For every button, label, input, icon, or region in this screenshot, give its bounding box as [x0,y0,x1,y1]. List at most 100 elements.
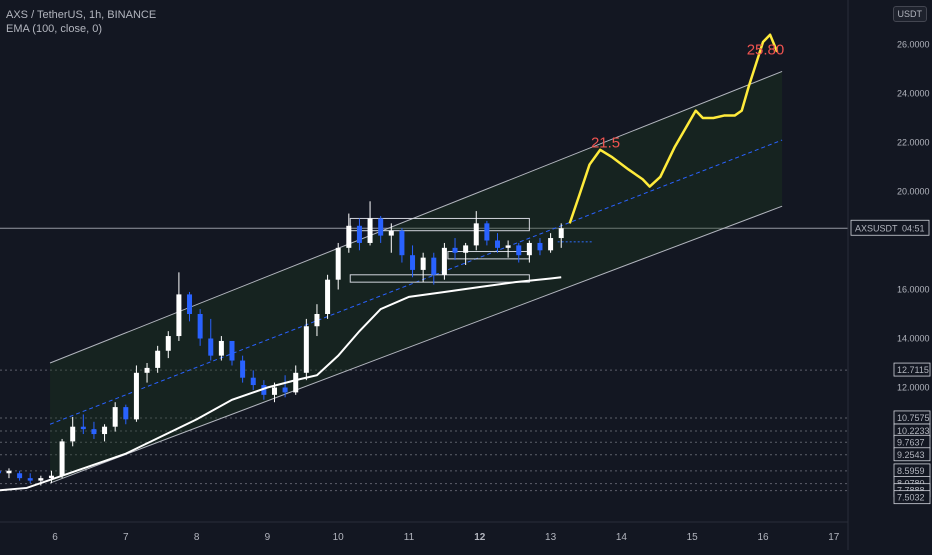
candle-body [526,242,532,256]
time-tick-label: 16 [757,532,769,543]
range-box [349,274,530,283]
candle-body [420,257,426,270]
price-tick-label: 24.0000 [897,89,930,99]
candle-body [378,218,384,236]
candle-body [303,326,309,373]
level-tag-label: 12.7115 [897,365,929,375]
candle-body [17,473,23,479]
candle-body [325,279,331,314]
candle-body [70,426,76,442]
time-tick-label: 17 [828,532,840,543]
horizontal-levels [0,227,848,492]
candle-body [399,230,405,256]
candle-body [91,429,97,435]
candle-body [38,478,44,481]
range-boxes[interactable] [349,217,530,283]
candle-body [410,255,416,270]
time-tick-label: 7 [123,532,129,543]
price-tick-label: 20.0000 [897,187,930,197]
candle-body [176,294,182,337]
candle-body [505,245,511,248]
candle-body [208,338,214,356]
candle-body [112,407,118,427]
annotations: 21.5 25.80 [591,41,784,151]
candle-body [240,360,246,378]
candle-body [441,247,447,275]
candle-body [6,470,12,474]
level-tag-label: 8.5959 [897,466,925,476]
channel-fill [50,71,783,484]
time-tick-label: 11 [404,532,415,543]
price-axis[interactable]: 26.0000 24.0000 22.0000 20.0000 16.0000 14.00… [847,0,932,550]
price-tag-symbol: AXSUSDT [855,223,898,233]
channel-upper-line [49,70,783,364]
candle-body [558,228,564,239]
currency-badge[interactable]: USDT [892,6,927,22]
price-tick-label: 12.0000 [897,383,930,393]
candle-body [314,314,320,327]
level-tag-box [893,447,931,462]
candle-body [282,387,288,393]
price-tag-countdown: 04:51 [902,223,925,233]
candle-body [144,367,150,373]
candle-body [537,242,543,251]
level-tag-label: 9.2543 [897,450,925,460]
candle-body [293,372,299,393]
candle-body [516,245,522,256]
time-tick-label: 12 [474,532,486,543]
price-tick-label: 26.0000 [897,40,930,50]
indicator-label[interactable]: EMA (100, close, 0) [6,23,102,35]
candle-body [346,225,352,248]
time-tick-label: 6 [52,532,58,543]
level-tag-label: 10.7575 [897,413,930,423]
candle-body [463,245,469,253]
candle-body [367,218,373,243]
price-annotation: 21.5 [591,134,620,151]
candle-body [271,387,277,395]
ema-path [0,276,562,492]
level-tag-label: 10.2233 [897,426,930,436]
time-tick-label: 8 [194,532,200,543]
candle-body [548,238,554,251]
candle-body [335,247,341,280]
level-tag-label: 7.5032 [897,493,925,503]
price-tag-box [850,219,930,236]
candle-body [165,336,171,351]
projection-path[interactable] [568,33,779,224]
projection-line [568,33,779,224]
candle-body [484,223,490,241]
candle-body [261,385,267,395]
candle-body [187,294,193,314]
time-tick-label: 13 [545,532,557,543]
level-tag-box [893,490,931,505]
candle-body [473,223,479,246]
candle-body [48,475,54,479]
chart-legend: AXS / TetherUS, 1h, BINANCE EMA (100, cl… [6,8,156,36]
price-tick-label: 16.0000 [897,285,930,295]
symbol-title[interactable]: AXS / TetherUS, 1h, BINANCE [6,9,157,21]
candle-body [388,230,394,236]
candle-body [155,350,161,368]
time-axis[interactable]: 6 7 8 9 10 11 12 13 14 15 16 17 [0,521,848,543]
candle-body [80,426,86,430]
candle-body [218,340,224,356]
time-tick-label: 9 [265,532,271,543]
candlesticks [0,201,564,486]
candle-body [123,407,129,420]
range-box [349,217,530,232]
candle-body [133,372,139,420]
candle-body [102,426,108,435]
candle-body [495,240,500,248]
candle-body [59,441,65,476]
price-tick-label: 22.0000 [897,138,930,148]
time-tick-label: 14 [616,532,628,543]
candle-body [356,225,362,243]
price-tick-label: 14.0000 [897,334,930,344]
level-tag-box [893,362,931,377]
candle-body [250,377,256,386]
candle-body [229,340,235,361]
candle-body [431,257,437,275]
level-tag-label: 9.7637 [897,437,925,447]
